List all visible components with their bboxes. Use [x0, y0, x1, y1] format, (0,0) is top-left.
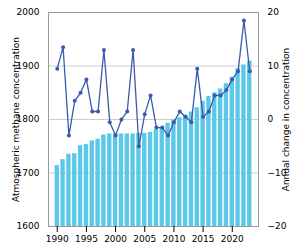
svg-text:1700: 1700: [16, 167, 40, 178]
svg-text:2005: 2005: [133, 234, 156, 244]
svg-text:2000: 2000: [104, 234, 127, 244]
svg-text:1900: 1900: [16, 60, 40, 71]
svg-text:10: 10: [268, 61, 280, 71]
svg-text:−20: −20: [268, 221, 287, 231]
svg-text:20: 20: [268, 7, 280, 17]
svg-text:1800: 1800: [16, 114, 40, 125]
svg-text:Annual change in concentration: Annual change in concentration: [281, 48, 291, 192]
svg-text:2015: 2015: [192, 234, 215, 244]
svg-text:Atmospheric methane concentrat: Atmospheric methane concentration: [11, 37, 21, 202]
svg-text:2000: 2000: [17, 7, 40, 17]
svg-text:1600: 1600: [17, 221, 40, 231]
svg-text:1990: 1990: [46, 234, 69, 244]
svg-text:1995: 1995: [75, 234, 98, 244]
svg-text:2010: 2010: [162, 234, 185, 244]
svg-text:2020: 2020: [221, 234, 244, 244]
svg-text:0: 0: [268, 114, 274, 124]
svg-text:−10: −10: [267, 167, 287, 178]
